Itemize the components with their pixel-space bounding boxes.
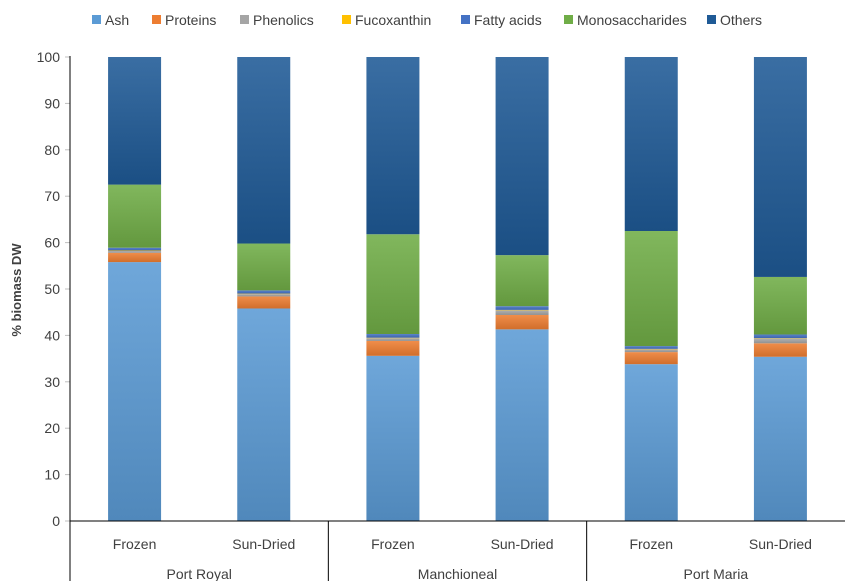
bar-segment-fatty-acids-manchioneal-sun-dried — [495, 306, 549, 310]
legend-label-fucoxanthin: Fucoxanthin — [355, 12, 431, 28]
y-tick-label: 60 — [44, 235, 60, 251]
legend-swatch-proteins — [152, 15, 161, 24]
y-axis-ticks: 0 10 20 30 40 50 60 70 80 90 100 — [37, 49, 70, 529]
x-tick-label: Sun-Dried — [232, 536, 295, 552]
bar-segment-proteins-port-maria-sun-dried — [753, 343, 807, 357]
legend-swatch-fatty-acids — [461, 15, 470, 24]
bar-segment-monosaccharides-manchioneal-sun-dried — [495, 255, 549, 307]
bar-segment-others-manchioneal-sun-dried — [495, 57, 549, 256]
bar-segment-phenolics-manchioneal-sun-dried — [495, 310, 549, 315]
bar-segment-ash-manchioneal-frozen — [366, 355, 420, 521]
bar-segment-phenolics-manchioneal-frozen — [366, 338, 420, 341]
x-tick-label: Frozen — [629, 536, 673, 552]
bar-segment-fatty-acids-port-royal-frozen — [108, 247, 162, 251]
bar-segment-ash-port-maria-sun-dried — [753, 356, 807, 521]
x-tick-label: Sun-Dried — [491, 536, 554, 552]
bars — [108, 57, 807, 521]
group-label-manchioneal: Manchioneal — [418, 566, 497, 581]
bar-segment-others-manchioneal-frozen — [366, 57, 420, 235]
group-label-port-royal: Port Royal — [166, 566, 231, 581]
bar-segment-monosaccharides-port-maria-frozen — [624, 231, 678, 347]
bar-segment-others-port-maria-frozen — [624, 57, 678, 231]
bar-segment-proteins-port-royal-frozen — [108, 252, 162, 263]
legend-swatch-others — [707, 15, 716, 24]
y-tick-label: 50 — [44, 281, 60, 297]
bar-segment-monosaccharides-port-royal-frozen — [108, 184, 162, 248]
legend-swatch-monosaccharides — [564, 15, 573, 24]
legend-label-monosaccharides: Monosaccharides — [577, 12, 687, 28]
bar-segment-fatty-acids-port-maria-sun-dried — [753, 334, 807, 339]
y-axis-title: % biomass DW — [9, 243, 24, 337]
bar-segment-ash-manchioneal-sun-dried — [495, 329, 549, 521]
bar-segment-phenolics-port-maria-sun-dried — [753, 338, 807, 344]
y-tick-label: 70 — [44, 188, 60, 204]
legend: Ash Proteins Phenolics Fucoxanthin Fatty aci… — [92, 12, 762, 28]
bar-segment-ash-port-royal-frozen — [108, 262, 162, 521]
legend-label-proteins: Proteins — [165, 12, 216, 28]
x-tick-label: Frozen — [113, 536, 157, 552]
bar-segment-phenolics-port-royal-sun-dried — [237, 294, 291, 297]
y-tick-label: 20 — [44, 420, 60, 436]
bar-segment-others-port-maria-sun-dried — [753, 57, 807, 277]
bar-segment-others-port-royal-sun-dried — [237, 57, 291, 244]
legend-label-phenolics: Phenolics — [253, 12, 314, 28]
legend-label-fatty-acids: Fatty acids — [474, 12, 542, 28]
y-tick-label: 100 — [37, 49, 61, 65]
bar-segment-proteins-port-maria-frozen — [624, 352, 678, 365]
bar-segment-monosaccharides-manchioneal-frozen — [366, 234, 420, 335]
legend-label-others: Others — [720, 12, 762, 28]
bar-segment-monosaccharides-port-royal-sun-dried — [237, 243, 291, 291]
bar-segment-proteins-manchioneal-sun-dried — [495, 314, 549, 330]
y-tick-label: 0 — [52, 513, 60, 529]
bar-segment-phenolics-port-royal-frozen — [108, 250, 162, 253]
y-tick-label: 30 — [44, 374, 60, 390]
bar-segment-fatty-acids-port-royal-sun-dried — [237, 290, 291, 294]
legend-swatch-fucoxanthin — [342, 15, 351, 24]
legend-swatch-ash — [92, 15, 101, 24]
category-labels: Frozen Sun-Dried Frozen Sun-Dried Frozen Sun-… — [113, 536, 812, 581]
bar-segment-fatty-acids-manchioneal-frozen — [366, 334, 420, 338]
y-tick-label: 80 — [44, 142, 60, 158]
bar-segment-others-port-royal-frozen — [108, 57, 162, 185]
legend-label-ash: Ash — [105, 12, 129, 28]
axes — [69, 56, 845, 581]
x-tick-label: Frozen — [371, 536, 415, 552]
bar-segment-phenolics-port-maria-frozen — [624, 349, 678, 353]
y-tick-label: 40 — [44, 327, 60, 343]
bar-segment-proteins-port-royal-sun-dried — [237, 296, 291, 309]
bar-segment-monosaccharides-port-maria-sun-dried — [753, 276, 807, 335]
group-label-port-maria: Port Maria — [684, 566, 749, 581]
y-tick-label: 90 — [44, 95, 60, 111]
x-tick-label: Sun-Dried — [749, 536, 812, 552]
bar-segment-ash-port-maria-frozen — [624, 364, 678, 521]
bar-segment-fatty-acids-port-maria-frozen — [624, 346, 678, 349]
y-tick-label: 10 — [44, 467, 60, 483]
bar-segment-ash-port-royal-sun-dried — [237, 308, 291, 521]
bar-segment-proteins-manchioneal-frozen — [366, 340, 420, 356]
legend-swatch-phenolics — [240, 15, 249, 24]
